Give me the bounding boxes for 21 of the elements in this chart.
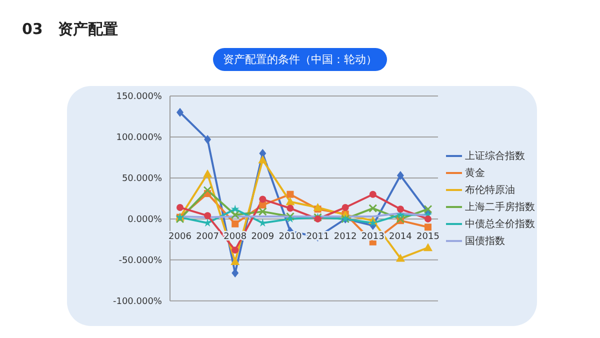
x-tick-label: 2007 (196, 232, 220, 242)
y-tick-label: -100.000% (112, 297, 162, 308)
legend-label: 国债指数 (465, 234, 505, 248)
y-tick-label: 150.000% (116, 92, 162, 102)
x-tick-label: 2015 (416, 232, 440, 242)
legend-label: 布伦特原油 (465, 184, 515, 197)
chart-title: 03 资产配置 (22, 20, 118, 39)
y-tick-label: 100.000% (116, 133, 162, 144)
legend-label: 黄金 (465, 166, 485, 180)
x-tick-label: 2010 (278, 232, 302, 242)
legend-label: 上证综合指数 (465, 150, 525, 163)
chart-subtitle: 资产配置的条件（中国：轮动） (213, 48, 387, 71)
legend-label: 中债总全价指数 (465, 218, 535, 231)
x-tick-label: 2012 (334, 232, 357, 242)
legend-label: 上海二手房指数 (465, 200, 535, 214)
x-tick-label: 2006 (168, 232, 192, 242)
y-tick-label: -50.000% (118, 256, 162, 266)
y-tick-label: 50.000% (122, 174, 162, 184)
x-tick-label: 2014 (388, 232, 412, 242)
y-tick-label: 0.000% (128, 215, 162, 226)
x-tick-label: 2009 (251, 232, 274, 242)
